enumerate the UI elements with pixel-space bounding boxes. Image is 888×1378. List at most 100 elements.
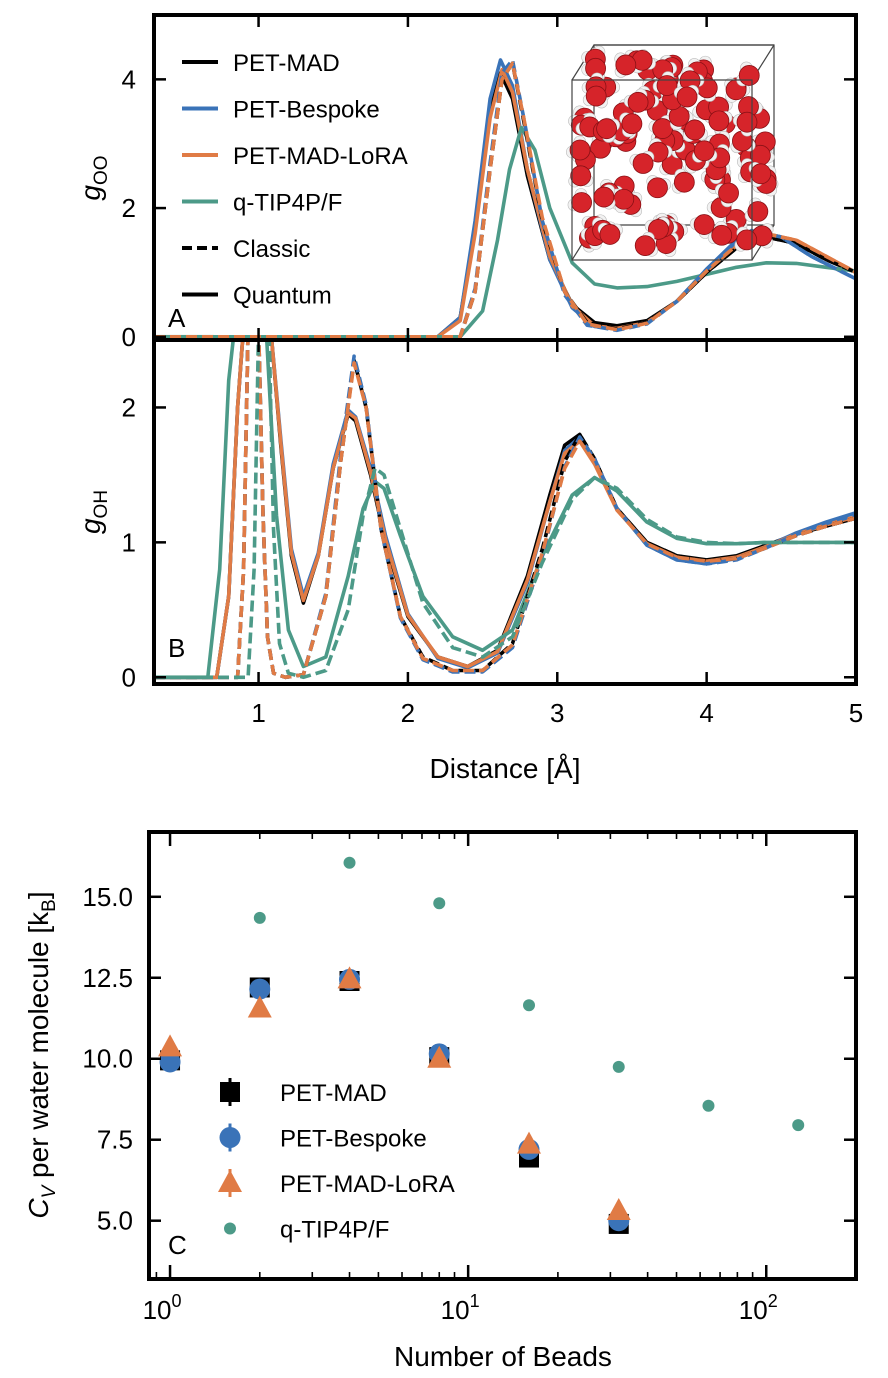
panel-b-frame (152, 338, 858, 686)
y-tick-label: 0 (122, 322, 136, 352)
water-molecule (614, 52, 637, 78)
water-molecule (714, 182, 739, 208)
x-tick-label-exponent: 2 (768, 1291, 778, 1311)
panel-c-ylabel-main: C (23, 1198, 54, 1219)
water-molecule (708, 110, 733, 135)
water-molecule (623, 88, 649, 113)
y-tick-label: 0 (122, 662, 136, 692)
legend-label-pet-mad-lora: PET-MAD-LoRA (233, 143, 408, 170)
x-tick-label: 100 (143, 1291, 182, 1325)
legend-marker-q-tip4p-f (224, 1222, 236, 1235)
data-point-pet-bespoke (249, 978, 271, 1000)
water-molecule (629, 150, 655, 174)
x-tick-label-base: 10 (441, 1295, 470, 1325)
panel-c-legend: PET-MAD PET-Bespoke PET-MAD-LoRA q-TIP4P/F (218, 1078, 455, 1244)
legend-marker-pet-mad-lora (218, 1170, 242, 1192)
panel-c-ylabel-rest: per water molecule [k (23, 911, 54, 1186)
panel-c-ylabel-sub: V (39, 1183, 60, 1198)
y-tick-label: 7.5 (97, 1125, 133, 1155)
panel-c-ylabel-end: ] (23, 891, 54, 899)
data-point-q-tip4p-f (253, 911, 266, 924)
water-molecule (648, 115, 674, 139)
legend-label-pet-mad: PET-MAD (280, 1080, 387, 1107)
x-tick-label: 2 (401, 698, 415, 728)
legend-marker-pet-bespoke (219, 1127, 241, 1148)
water-molecule (689, 214, 715, 239)
water-molecule (565, 135, 591, 161)
water-molecule (682, 119, 708, 142)
water-molecule (673, 84, 699, 108)
panel-b-label: B (168, 633, 185, 663)
panel-c-frame (147, 830, 858, 1281)
water-molecule (692, 140, 718, 163)
legend-label-classic: Classic (233, 236, 310, 263)
x-tick-label-base: 10 (739, 1295, 768, 1325)
y-tick-label: 4 (122, 64, 136, 94)
panel-a-label: A (168, 303, 186, 333)
panel-a-legend: PET-MAD PET-Bespoke PET-MAD-LoRA q-TIP4P/F C… (182, 50, 408, 310)
panel-c-ylabel: CV per water molecule [kB] (23, 891, 60, 1218)
series-line-pet-mad-lora-quantum (154, 340, 856, 680)
legend-label-pet-mad: PET-MAD (233, 50, 340, 77)
data-point-pet-bespoke (159, 1051, 181, 1073)
series-pet-mad-lora (158, 966, 631, 1220)
data-point-pet-mad-lora (158, 1034, 183, 1057)
water-molecule (582, 85, 608, 109)
y-tick-label: 1 (122, 527, 136, 557)
series-line-q-tip4p-f-quantum (154, 125, 856, 339)
water-molecule (644, 216, 670, 240)
y-tick-label: 10.0 (82, 1044, 133, 1074)
water-molecule (736, 61, 760, 87)
x-tick-label: 4 (699, 698, 713, 728)
x-tick-label: 102 (739, 1291, 778, 1325)
panel-b-chart: 0 1 2 1 2 3 4 5 B gOH Distance [Å] (75, 338, 863, 784)
y-tick-label: 5.0 (97, 1206, 133, 1236)
legend-label-pet-bespoke: PET-Bespoke (233, 97, 380, 124)
x-tick-label-base: 10 (143, 1295, 172, 1325)
panel-c-label: C (168, 1230, 187, 1260)
x-tick-label-exponent: 0 (171, 1291, 181, 1311)
data-point-q-tip4p-f (792, 1119, 805, 1132)
x-tick-label-exponent: 1 (470, 1291, 480, 1311)
series-line-pet-bespoke-classic (154, 340, 856, 680)
panel-b-ylabel-main: g (75, 518, 106, 534)
legend-label-quantum: Quantum (233, 283, 332, 310)
water-molecule (744, 197, 769, 223)
data-point-pet-mad-lora (427, 1045, 452, 1068)
panel-b-ylabel: gOH (75, 490, 112, 534)
data-point-q-tip4p-f (523, 999, 536, 1012)
panel-c-series (158, 856, 805, 1234)
series-q-tip4p-f (253, 856, 805, 1132)
y-tick-label: 12.5 (82, 963, 133, 993)
panel-c-xlabel: Number of Beads (394, 1341, 612, 1372)
water-box-inset (565, 44, 779, 261)
water-molecule (596, 118, 620, 143)
legend-label-pet-bespoke: PET-Bespoke (280, 1126, 427, 1153)
x-tick-label: 101 (441, 1291, 480, 1325)
water-molecule (646, 175, 672, 199)
x-tick-label: 1 (251, 698, 265, 728)
series-group (154, 340, 856, 680)
legend-marker-pet-mad (220, 1082, 240, 1102)
panel-b-ylabel-sub: OH (91, 490, 112, 519)
data-point-q-tip4p-f (702, 1099, 715, 1112)
data-point-pet-mad-lora (337, 966, 362, 989)
water-molecule (593, 184, 616, 210)
legend-label-pet-mad-lora: PET-MAD-LoRA (280, 1171, 455, 1198)
panel-a-ylabel-sub: OO (91, 155, 112, 185)
water-molecule (587, 134, 611, 159)
panel-b-series (154, 340, 856, 680)
water-molecule (597, 222, 623, 245)
data-point-pet-mad-lora (517, 1131, 542, 1154)
panel-b-ticks: 0 1 2 1 2 3 4 5 (122, 340, 863, 728)
water-molecule (619, 112, 643, 138)
panel-a-ylabel-main: g (75, 185, 106, 201)
panel-c-ylabel-unit-sub: B (39, 899, 60, 912)
panel-a-chart: 0 2 4 PET-MAD PET-Bespoke PET-MAD-LoRA q-TIP4… (75, 13, 858, 352)
panel-a-ylabel: gOO (75, 155, 112, 200)
y-tick-label: 2 (122, 193, 136, 223)
water-molecule (647, 138, 673, 163)
